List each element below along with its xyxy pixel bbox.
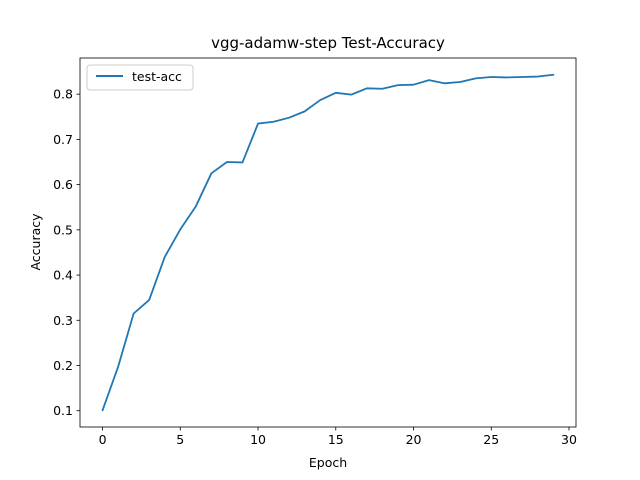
y-tick-label: 0.1: [53, 403, 73, 418]
y-tick-label: 0.7: [53, 132, 73, 147]
legend-label-test-acc: test-acc: [132, 69, 182, 84]
x-axis-label: Epoch: [309, 455, 347, 470]
legend: test-acc: [86, 64, 194, 91]
series-layer: [101, 73, 555, 412]
legend-box: [86, 64, 194, 91]
y-tick-label: 0.2: [53, 358, 73, 373]
y-axis-label: Accuracy: [28, 213, 43, 271]
y-tick-label: 0.8: [53, 87, 73, 102]
x-tick-label: 30: [561, 432, 577, 447]
x-tick-label: 20: [406, 432, 422, 447]
y-tick-label: 0.3: [53, 313, 73, 328]
y-tick-label: 0.4: [53, 268, 73, 283]
y-tick-label: 0.5: [53, 222, 73, 237]
chart-title: vgg-adamw-step Test-Accuracy: [211, 34, 445, 52]
series-line-test-acc: [101, 73, 555, 412]
x-tick-label: 0: [99, 432, 107, 447]
x-tick-label: 10: [250, 432, 266, 447]
axes-ticks: 0 5 10 15 20 25 30 0.1 0.2 0.3 0.4 0.5 0.6 0.7 0.8: [53, 87, 577, 447]
x-tick-label: 15: [328, 432, 344, 447]
plot-area: [80, 58, 576, 427]
x-tick-label: 25: [483, 432, 499, 447]
y-tick-label: 0.6: [53, 177, 73, 192]
x-tick-label: 5: [176, 432, 184, 447]
plot-frame: [79, 57, 577, 428]
